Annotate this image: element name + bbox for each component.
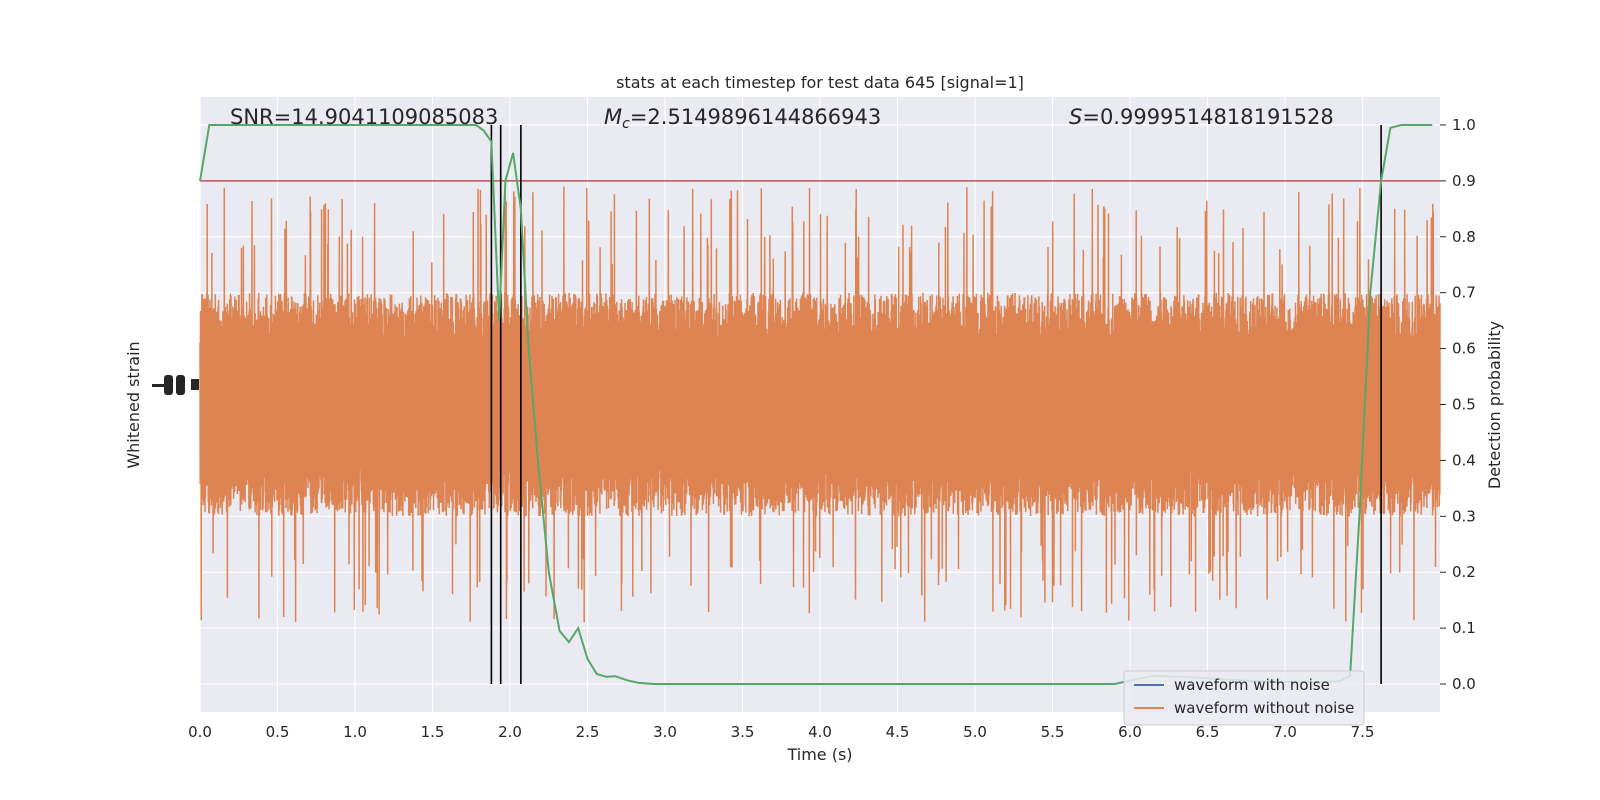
- x-tick-label: 3.5: [731, 723, 755, 741]
- y-tick-label: 0.2: [1452, 563, 1476, 581]
- x-tick-label: 4.0: [808, 723, 832, 741]
- x-tick-label: 7.5: [1351, 723, 1375, 741]
- right-axis-label: Detection probability: [1485, 321, 1504, 489]
- left-tick-blob: [164, 375, 173, 395]
- y-tick-label: 0.6: [1452, 340, 1476, 358]
- left-tick-blob: [176, 375, 185, 395]
- left-axis-overlapping-ticks: [152, 375, 199, 395]
- chirp-mass-symbol: M: [604, 105, 622, 129]
- x-tick-label: 1.5: [421, 723, 445, 741]
- x-tick-label: 4.5: [886, 723, 910, 741]
- y-tick-label: 0.7: [1452, 284, 1476, 302]
- chirp-mass-subscript: c: [622, 116, 630, 132]
- legend-label-with-noise: waveform with noise: [1174, 676, 1330, 694]
- x-tick-label: 2.0: [498, 723, 522, 741]
- y-tick-label: 0.4: [1452, 451, 1476, 469]
- y-tick-label: 0.5: [1452, 396, 1476, 414]
- chart-title: stats at each timestep for test data 645…: [616, 73, 1024, 92]
- x-tick-label: 5.5: [1041, 723, 1065, 741]
- y-tick-label: 0.8: [1452, 228, 1476, 246]
- noise-waveform-layer: [199, 186, 1441, 623]
- y-tick-label: 1.0: [1452, 116, 1476, 134]
- x-tick-label: 7.0: [1273, 723, 1297, 741]
- left-tick-blob: [152, 384, 166, 387]
- snr-annotation: SNR=14.9041109085083: [230, 105, 498, 129]
- score-annotation: S=0.9999514818191528: [1069, 105, 1334, 129]
- chirp-mass-value: =2.5149896144866943: [630, 105, 881, 129]
- right-axis-ticks: 0.0 0.1 0.2 0.3 0.4 0.5 0.6 0.7 0.8 0.9 1.0: [1440, 116, 1476, 693]
- score-symbol: S: [1069, 105, 1082, 129]
- left-tick-blob: [191, 379, 199, 390]
- chirp-mass-annotation: Mc=2.5149896144866943: [604, 105, 881, 132]
- waveform-without-noise-line: [199, 186, 1441, 623]
- x-axis-label: Time (s): [786, 745, 852, 764]
- x-tick-label: 5.0: [963, 723, 987, 741]
- legend: waveform with noise waveform without noi…: [1123, 670, 1365, 726]
- y-tick-label: 0.9: [1452, 172, 1476, 190]
- left-axis-label: Whitened strain: [124, 341, 143, 468]
- y-tick-label: 0.3: [1452, 507, 1476, 525]
- x-tick-label: 3.0: [653, 723, 677, 741]
- legend-label-without-noise: waveform without noise: [1174, 699, 1354, 717]
- y-tick-label: 0.0: [1452, 675, 1476, 693]
- y-tick-label: 0.1: [1452, 619, 1476, 637]
- x-tick-label: 1.0: [343, 723, 367, 741]
- x-tick-label: 6.5: [1196, 723, 1220, 741]
- x-axis-ticks: 0.0 0.5 1.0 1.5 2.0 2.5 3.0 3.5 4.0 4.5 5.0 5.5 6.0 6…: [188, 723, 1374, 741]
- x-tick-label: 6.0: [1118, 723, 1142, 741]
- legend-box: [1123, 670, 1365, 726]
- x-tick-label: 0.5: [266, 723, 290, 741]
- x-tick-label: 2.5: [576, 723, 600, 741]
- x-tick-label: 0.0: [188, 723, 212, 741]
- vertical-markers-layer: [490, 124, 1382, 685]
- score-value: =0.9999514818191528: [1082, 105, 1333, 129]
